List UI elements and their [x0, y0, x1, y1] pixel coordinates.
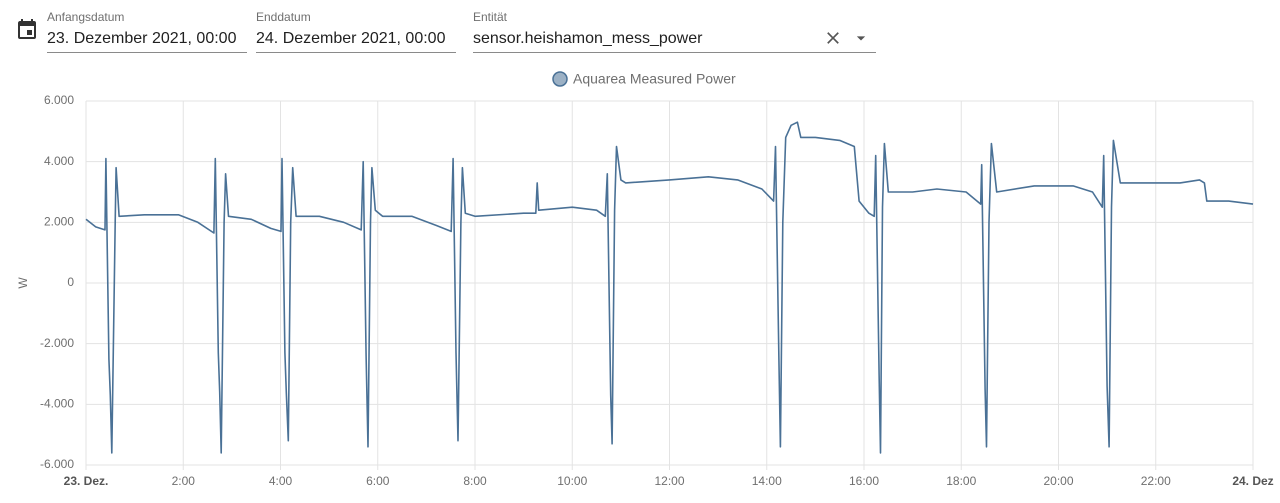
x-tick-label: 6:00: [366, 474, 390, 488]
x-tick-label: 18:00: [946, 474, 976, 488]
legend-marker: [552, 71, 568, 87]
x-tick-label: 10:00: [557, 474, 587, 488]
field-value: 23. Dezember 2021, 00:00: [47, 30, 237, 47]
x-tick-label: 24. Dez: [1232, 474, 1273, 488]
field-label: Anfangsdatum: [47, 10, 125, 24]
y-axis-label: W: [16, 277, 30, 289]
field-label: Entität: [473, 10, 508, 24]
y-tick-label: -4.000: [40, 397, 74, 411]
x-tick-label: 23. Dez.: [64, 474, 109, 488]
x-tick-label: 14:00: [752, 474, 782, 488]
y-tick-label: 6.000: [44, 93, 74, 107]
field-label: Enddatum: [256, 10, 311, 24]
x-tick-label: 16:00: [849, 474, 879, 488]
x-tick-label: 22:00: [1141, 474, 1171, 488]
dropdown-arrow[interactable]: [851, 28, 871, 48]
y-tick-label: -6.000: [40, 457, 74, 471]
start-date-field[interactable]: Anfangsdatum 23. Dezember 2021, 00:00: [47, 8, 247, 53]
y-tick-label: 2.000: [44, 215, 74, 229]
x-tick-label: 20:00: [1043, 474, 1073, 488]
legend-label: Aquarea Measured Power: [573, 71, 736, 87]
field-value: sensor.heishamon_mess_power: [473, 30, 703, 47]
x-tick-label: 4:00: [269, 474, 293, 488]
calendar-icon[interactable]: [15, 18, 39, 42]
end-date-field[interactable]: Enddatum 24. Dezember 2021, 00:00: [256, 8, 456, 53]
entity-field[interactable]: Entität sensor.heishamon_mess_power: [473, 8, 876, 53]
y-tick-label: 0: [67, 275, 74, 289]
field-value: 24. Dezember 2021, 00:00: [256, 30, 446, 47]
y-tick-label: -2.000: [40, 336, 74, 350]
clear-button[interactable]: [823, 28, 843, 48]
series-line: [85, 121, 1254, 454]
x-tick-label: 12:00: [654, 474, 684, 488]
y-tick-label: 4.000: [44, 154, 74, 168]
x-tick-label: 8:00: [463, 474, 487, 488]
x-tick-label: 2:00: [172, 474, 196, 488]
